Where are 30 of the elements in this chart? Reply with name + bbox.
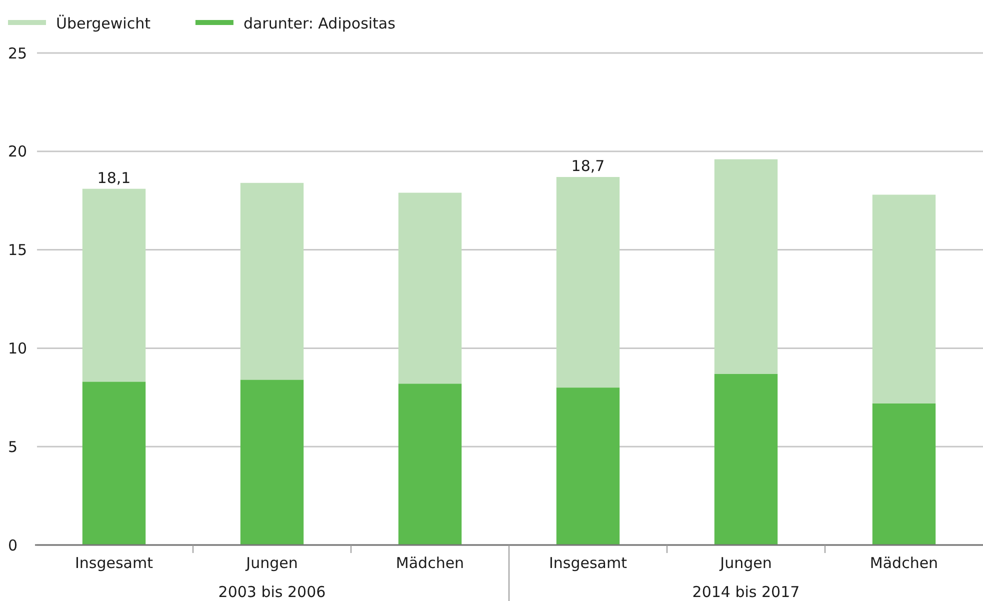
text: 2003 bis 2006 (218, 583, 326, 601)
bar (872, 194, 936, 404)
x-tick-label: Mädchen (870, 554, 938, 572)
bar (398, 384, 462, 545)
x-tick-label: Insgesamt (549, 554, 628, 572)
bar (82, 188, 146, 382)
y-tick-label: 0 (8, 536, 18, 554)
x-tick-label: Insgesamt (75, 554, 154, 572)
bar (398, 192, 462, 384)
total-label: 18,1 (97, 168, 131, 187)
x-tick-label: Mädchen (396, 554, 464, 572)
bar (82, 382, 146, 545)
y-tick-label: 10 (8, 339, 28, 358)
text: 2014 bis 2017 (692, 583, 800, 601)
bar (556, 388, 620, 545)
bar (714, 159, 778, 374)
legend-label: darunter: Adipositas (243, 14, 396, 32)
bar (556, 176, 620, 388)
y-tick-label: 25 (8, 44, 28, 62)
y-tick-label: 20 (8, 142, 28, 161)
bar (240, 380, 304, 545)
legend-label: Übergewicht (56, 14, 151, 32)
x-tick-label: Jungen (245, 554, 298, 572)
bar (714, 374, 778, 545)
bar (240, 182, 304, 380)
x-tick-label: Jungen (719, 554, 772, 572)
total-label: 18,7 (571, 156, 605, 175)
y-tick-label: 15 (8, 241, 28, 260)
bar (872, 403, 936, 545)
y-tick-label: 5 (8, 438, 18, 456)
